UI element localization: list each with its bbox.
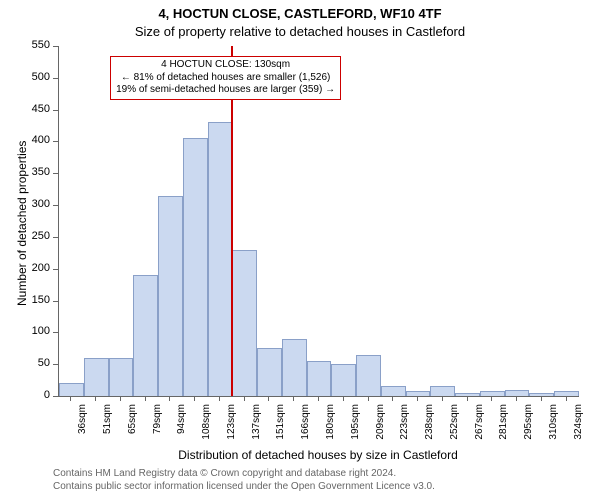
y-tick-label: 0	[44, 389, 50, 401]
histogram-bar	[356, 355, 381, 396]
histogram-bar	[554, 391, 579, 396]
y-tick-label: 50	[38, 357, 50, 369]
x-tick-mark	[95, 396, 96, 401]
x-tick-mark	[219, 396, 220, 401]
x-tick-mark	[392, 396, 393, 401]
x-tick-mark	[145, 396, 146, 401]
x-tick-label: 267sqm	[474, 404, 485, 444]
x-tick-mark	[194, 396, 195, 401]
x-tick-label: 51sqm	[102, 404, 113, 444]
x-tick-mark	[70, 396, 71, 401]
histogram-bar	[430, 386, 455, 396]
x-tick-mark	[293, 396, 294, 401]
y-tick-mark	[53, 237, 58, 238]
x-axis-label: Distribution of detached houses by size …	[58, 448, 578, 462]
y-tick-label: 350	[32, 166, 50, 178]
y-tick-mark	[53, 46, 58, 47]
y-tick-mark	[53, 141, 58, 142]
annotation-line-2: ← 81% of detached houses are smaller (1,…	[116, 72, 335, 85]
x-tick-label: 324sqm	[573, 404, 584, 444]
x-tick-label: 65sqm	[127, 404, 138, 444]
y-tick-label: 100	[32, 325, 50, 337]
histogram-bar	[133, 275, 158, 396]
footer-line-1: Contains HM Land Registry data © Crown c…	[53, 468, 396, 479]
histogram-bar	[183, 138, 208, 396]
x-tick-label: 137sqm	[251, 404, 262, 444]
y-tick-label: 550	[32, 39, 50, 51]
y-tick-mark	[53, 110, 58, 111]
marker-annotation-box: 4 HOCTUN CLOSE: 130sqm ← 81% of detached…	[110, 56, 341, 100]
y-tick-mark	[53, 78, 58, 79]
y-tick-mark	[53, 332, 58, 333]
histogram-bar	[307, 361, 332, 396]
histogram-bar	[84, 358, 109, 396]
x-tick-label: 166sqm	[300, 404, 311, 444]
x-tick-mark	[566, 396, 567, 401]
x-tick-label: 151sqm	[275, 404, 286, 444]
x-tick-mark	[169, 396, 170, 401]
x-tick-mark	[491, 396, 492, 401]
y-tick-label: 150	[32, 294, 50, 306]
y-tick-label: 400	[32, 134, 50, 146]
y-tick-mark	[53, 301, 58, 302]
x-tick-label: 252sqm	[449, 404, 460, 444]
histogram-bar	[59, 383, 84, 396]
histogram-bar	[529, 393, 554, 396]
histogram-bar	[455, 393, 480, 396]
x-tick-label: 36sqm	[77, 404, 88, 444]
chart-title-address: 4, HOCTUN CLOSE, CASTLEFORD, WF10 4TF	[0, 6, 600, 21]
histogram-bar	[331, 364, 356, 396]
y-tick-mark	[53, 364, 58, 365]
x-tick-label: 209sqm	[375, 404, 386, 444]
x-tick-mark	[343, 396, 344, 401]
y-axis-label: Number of detached properties	[15, 141, 29, 306]
x-tick-label: 295sqm	[523, 404, 534, 444]
y-tick-mark	[53, 396, 58, 397]
x-tick-label: 79sqm	[152, 404, 163, 444]
histogram-bar	[257, 348, 282, 396]
histogram-bar	[232, 250, 257, 396]
x-tick-label: 94sqm	[176, 404, 187, 444]
y-tick-mark	[53, 205, 58, 206]
x-tick-label: 123sqm	[226, 404, 237, 444]
x-tick-label: 223sqm	[399, 404, 410, 444]
x-tick-label: 195sqm	[350, 404, 361, 444]
y-tick-label: 300	[32, 198, 50, 210]
histogram-bar	[381, 386, 406, 396]
x-tick-mark	[120, 396, 121, 401]
x-tick-mark	[417, 396, 418, 401]
chart-subtitle: Size of property relative to detached ho…	[0, 24, 600, 39]
y-tick-label: 500	[32, 71, 50, 83]
x-tick-label: 310sqm	[548, 404, 559, 444]
x-tick-mark	[442, 396, 443, 401]
x-tick-label: 180sqm	[325, 404, 336, 444]
histogram-bar	[282, 339, 307, 396]
annotation-line-3: 19% of semi-detached houses are larger (…	[116, 84, 335, 97]
histogram-bar	[109, 358, 134, 396]
annotation-line-1: 4 HOCTUN CLOSE: 130sqm	[116, 59, 335, 72]
x-tick-mark	[268, 396, 269, 401]
x-tick-mark	[368, 396, 369, 401]
x-tick-label: 281sqm	[498, 404, 509, 444]
x-tick-mark	[318, 396, 319, 401]
chart-container: 4, HOCTUN CLOSE, CASTLEFORD, WF10 4TF Si…	[0, 0, 600, 500]
y-tick-label: 450	[32, 103, 50, 115]
y-tick-mark	[53, 269, 58, 270]
y-tick-mark	[53, 173, 58, 174]
histogram-bar	[158, 196, 183, 396]
y-tick-label: 250	[32, 230, 50, 242]
y-tick-label: 200	[32, 262, 50, 274]
histogram-bar	[208, 122, 233, 396]
x-tick-label: 108sqm	[201, 404, 212, 444]
x-tick-label: 238sqm	[424, 404, 435, 444]
x-tick-mark	[467, 396, 468, 401]
x-tick-mark	[541, 396, 542, 401]
x-tick-mark	[516, 396, 517, 401]
x-tick-mark	[244, 396, 245, 401]
footer-line-2: Contains public sector information licen…	[53, 481, 435, 492]
